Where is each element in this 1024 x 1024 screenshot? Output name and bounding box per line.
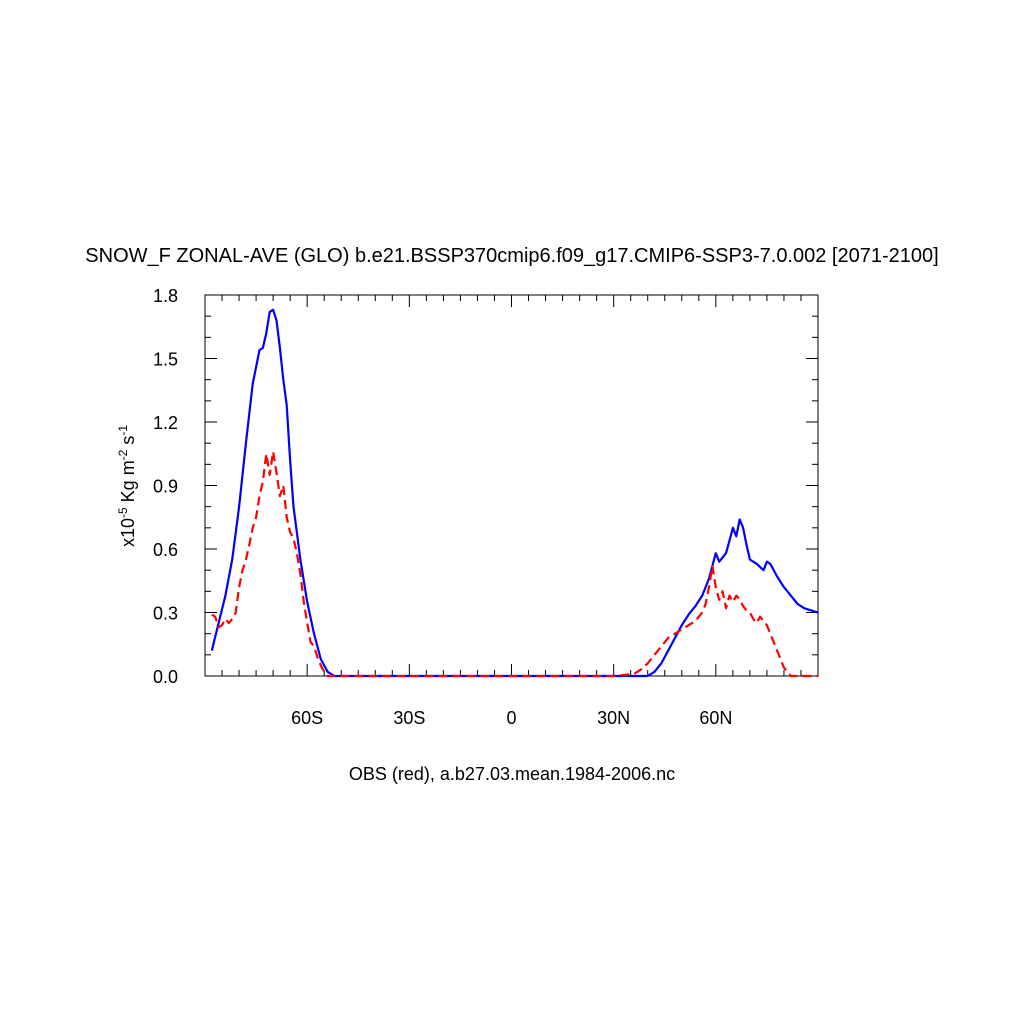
- plot-frame: [204, 294, 819, 677]
- y-label-exponent: -2: [116, 449, 130, 460]
- minor-ticks: [205, 295, 818, 676]
- y-tick-label: 0.3: [153, 604, 178, 624]
- y-tick-label: 1.2: [153, 413, 178, 433]
- y-tick-label: 1.5: [153, 350, 178, 370]
- x-tick-label: 60N: [699, 708, 732, 728]
- x-tick-label: 0: [506, 708, 516, 728]
- x-tick-label: 60S: [291, 708, 323, 728]
- x-tick-label: 30N: [597, 708, 630, 728]
- model-series-line: [210, 308, 819, 678]
- chart-title: SNOW_F ZONAL-AVE (GLO) b.e21.BSSP370cmip…: [85, 245, 938, 267]
- y-axis-label: x10-5 Kg m-2 s-1: [116, 425, 138, 547]
- series-layer: [210, 308, 819, 678]
- y-axis: 0.0 0.3 0.6 0.9 1.2 1.5 1.8: [153, 286, 818, 687]
- plot-border: [204, 294, 819, 677]
- y-tick-label: 1.8: [153, 286, 178, 306]
- x-tick-label: 30S: [393, 708, 425, 728]
- y-tick-label: 0.6: [153, 540, 178, 560]
- x-axis: 60S 30S 0 30N 60N: [291, 295, 732, 728]
- y-label-exponent: -5: [116, 507, 130, 518]
- y-label-part: s: [118, 436, 138, 450]
- y-label-exponent: -1: [116, 425, 130, 436]
- y-label-part: x10: [118, 518, 138, 547]
- obs-series-line: [211, 450, 818, 678]
- y-tick-label: 0.0: [153, 667, 178, 687]
- y-label-part: Kg m: [118, 460, 138, 507]
- chart-subtitle: OBS (red), a.b27.03.mean.1984-2006.nc: [349, 764, 675, 784]
- y-tick-label: 0.9: [153, 477, 178, 497]
